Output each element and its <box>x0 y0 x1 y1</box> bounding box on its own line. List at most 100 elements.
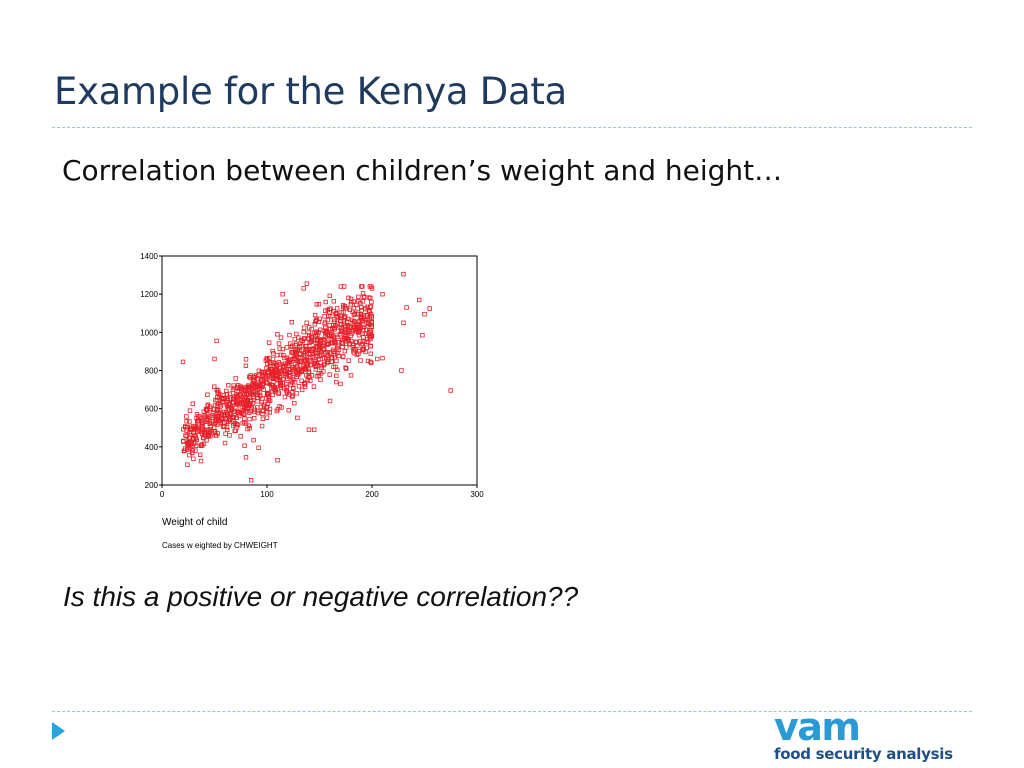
data-point <box>359 318 365 324</box>
data-point <box>369 334 374 339</box>
data-point <box>422 311 427 317</box>
data-point <box>340 354 346 360</box>
data-point <box>326 341 331 346</box>
data-point <box>248 375 253 380</box>
data-point <box>286 370 292 375</box>
data-point <box>281 353 286 358</box>
data-point <box>361 324 367 330</box>
data-point <box>292 379 298 385</box>
data-point <box>341 284 347 289</box>
data-point <box>238 392 243 397</box>
data-point <box>191 456 196 461</box>
data-point <box>243 455 249 460</box>
data-point <box>199 420 205 426</box>
data-point <box>239 411 244 416</box>
data-point <box>299 368 304 373</box>
data-point <box>295 415 300 421</box>
data-point <box>211 384 217 389</box>
data-point <box>224 388 229 394</box>
data-point <box>222 420 227 425</box>
data-point <box>255 376 260 381</box>
data-point <box>346 295 351 301</box>
data-point <box>308 362 313 368</box>
data-point <box>293 343 298 348</box>
data-point <box>270 348 275 354</box>
data-point <box>368 351 373 356</box>
data-point <box>332 319 337 324</box>
data-point <box>302 365 308 371</box>
x-tick-label: 0 <box>160 490 165 499</box>
data-point <box>192 425 198 430</box>
data-point <box>314 302 319 307</box>
data-point <box>298 356 303 361</box>
data-point <box>243 363 249 368</box>
data-point <box>226 382 231 388</box>
data-point <box>327 293 332 299</box>
data-point <box>325 317 331 323</box>
data-point <box>348 373 354 378</box>
data-point <box>317 338 323 343</box>
data-point <box>321 343 326 349</box>
data-point <box>187 419 192 424</box>
y-tick-label: 800 <box>145 367 159 376</box>
chart-points <box>180 271 453 483</box>
data-point <box>294 331 299 337</box>
discussion-question: Is this a positive or negative correlati… <box>63 581 579 612</box>
data-point <box>275 332 280 337</box>
data-point <box>362 294 367 299</box>
data-point <box>190 448 195 453</box>
bottom-divider <box>52 711 972 712</box>
data-point <box>317 316 322 321</box>
data-point <box>242 416 247 421</box>
data-point <box>214 407 220 413</box>
data-point <box>280 377 286 382</box>
data-point <box>363 349 368 355</box>
data-point <box>184 414 189 419</box>
data-point <box>265 357 270 362</box>
data-point <box>272 385 278 390</box>
data-point <box>276 390 281 395</box>
chart-ticks: 200 400 600 800 1000 1200 1400 0 100 200 300 <box>140 252 484 499</box>
data-point <box>183 433 188 438</box>
data-point <box>306 427 312 432</box>
data-point <box>227 417 233 423</box>
data-point <box>242 443 247 448</box>
data-point <box>278 352 284 358</box>
data-point <box>259 423 265 429</box>
data-point <box>210 411 216 416</box>
data-point <box>366 309 372 314</box>
data-point <box>266 340 272 345</box>
data-point <box>180 359 186 365</box>
data-point <box>242 394 247 400</box>
data-point <box>256 368 262 373</box>
data-point <box>273 362 279 367</box>
data-point <box>305 358 310 364</box>
data-point <box>314 364 319 369</box>
data-point <box>322 314 327 319</box>
data-point <box>251 437 256 443</box>
data-point <box>257 382 263 388</box>
data-point <box>331 299 336 304</box>
data-point <box>234 395 239 400</box>
data-point <box>247 374 252 380</box>
data-point <box>245 406 250 411</box>
data-point <box>208 423 213 429</box>
data-point <box>193 434 198 439</box>
data-point <box>349 299 354 305</box>
data-point <box>224 424 230 430</box>
data-point <box>295 358 301 364</box>
data-point <box>338 381 343 387</box>
data-point <box>194 412 200 417</box>
data-point <box>332 352 338 358</box>
data-point <box>253 389 258 395</box>
data-point <box>420 332 425 338</box>
data-point <box>369 313 374 319</box>
data-point <box>245 399 250 404</box>
data-point <box>308 355 313 361</box>
data-point <box>292 350 297 355</box>
data-point <box>289 319 294 325</box>
data-point <box>223 431 228 436</box>
data-point <box>306 333 312 338</box>
data-point <box>252 378 257 384</box>
data-point <box>264 415 270 420</box>
